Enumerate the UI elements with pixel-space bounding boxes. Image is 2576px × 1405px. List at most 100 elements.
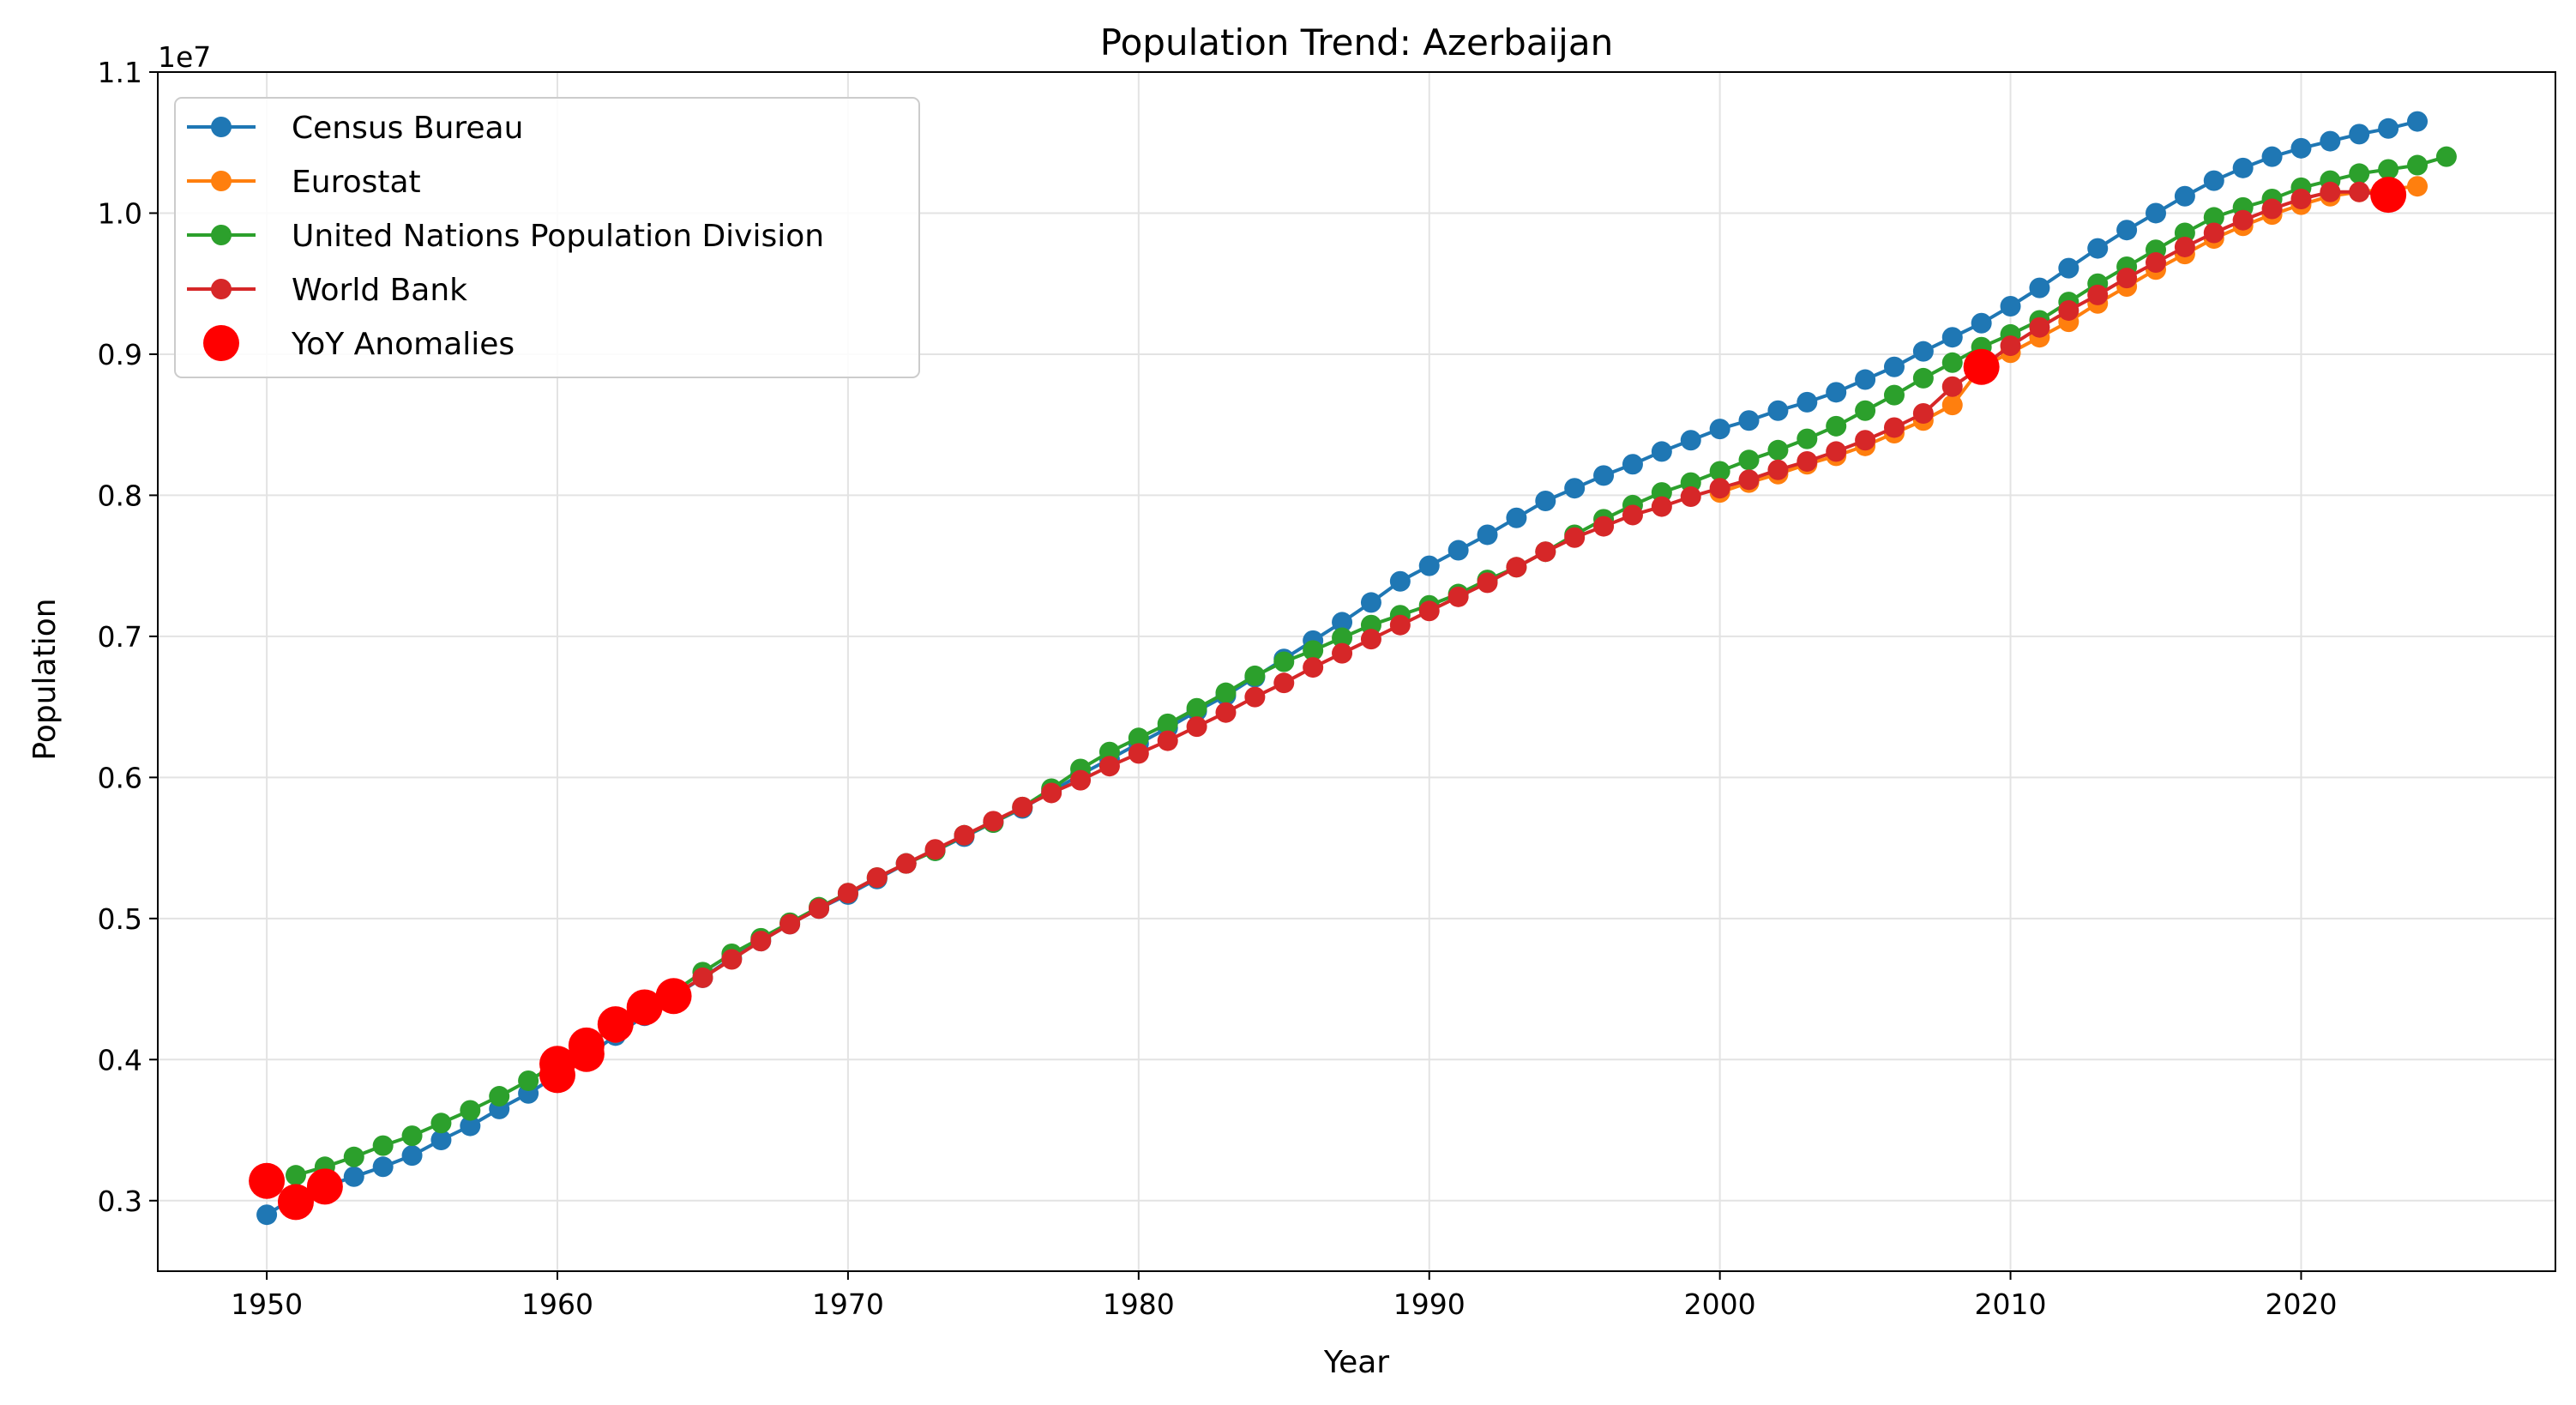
data-point: [2203, 222, 2224, 244]
data-point: [1389, 570, 1411, 592]
data-point: [2378, 159, 2399, 180]
data-point: [1477, 572, 1498, 594]
data-point: [1912, 403, 1934, 425]
data-point: [1244, 686, 1266, 708]
axis-ticks: 1950 1960 1970 1980 1990 2000 2010 2020 0.3 0.4 0.…: [98, 56, 2338, 1321]
data-point: [2087, 238, 2109, 259]
data-point: [2146, 202, 2166, 224]
y-axis-label: Population: [27, 598, 63, 760]
data-point: [1186, 697, 1207, 719]
data-point: [1506, 557, 1527, 578]
y-tick-label: 1.0: [98, 196, 142, 230]
legend-item: World Bank: [187, 273, 467, 308]
data-point: [2029, 277, 2050, 298]
data-point: [895, 853, 917, 874]
data-point: [1273, 672, 1295, 694]
data-point: [924, 839, 946, 860]
data-point: [401, 1145, 423, 1167]
data-point: [1767, 459, 1789, 480]
data-point: [1215, 702, 1237, 723]
x-axis-label: Year: [1323, 1345, 1389, 1380]
data-point: [460, 1100, 481, 1121]
legend-marker: [211, 279, 232, 299]
data-point: [2232, 157, 2254, 178]
legend: Census Bureau Eurostat United Nations Popu…: [174, 97, 920, 378]
data-point: [1360, 629, 1381, 650]
data-point: [1593, 465, 1615, 486]
legend-marker: [211, 171, 232, 191]
data-point: [1215, 682, 1237, 703]
data-point: [1070, 769, 1092, 791]
data-point: [256, 1204, 278, 1226]
data-point: [1360, 614, 1381, 636]
legend-label: World Bank: [292, 273, 467, 308]
data-point: [2203, 207, 2224, 228]
data-point: [1128, 743, 1149, 764]
data-point: [1709, 461, 1730, 482]
data-point: [1418, 555, 1440, 576]
data-point: [1332, 642, 1353, 664]
data-point: [809, 898, 830, 920]
data-point: [1941, 376, 1963, 397]
data-point: [2232, 209, 2254, 231]
data-point: [2000, 335, 2021, 357]
data-point: [1098, 756, 1120, 777]
data-point: [2174, 185, 2195, 207]
data-point: [2407, 111, 2429, 132]
data-point: [1157, 713, 1178, 734]
data-point: [2174, 236, 2195, 257]
data-point: [430, 1130, 452, 1151]
data-point: [1622, 454, 1643, 475]
data-point: [1651, 441, 1672, 462]
x-tick-label: 2010: [1975, 1287, 2047, 1321]
data-point: [1680, 472, 1701, 493]
data-point: [1883, 417, 1905, 438]
data-point: [2290, 189, 2312, 210]
data-point: [750, 931, 772, 952]
plot-frame: [157, 71, 2556, 1272]
data-point: [2435, 146, 2457, 167]
data-point: [1332, 612, 1353, 633]
anomaly-point: [1963, 348, 2000, 385]
data-point: [1535, 490, 1556, 511]
legend-item: Census Bureau: [187, 111, 523, 146]
data-point: [1622, 504, 1643, 526]
data-point: [1797, 428, 1818, 449]
data-point: [1418, 600, 1440, 622]
data-point: [1797, 450, 1818, 472]
legend-label: Census Bureau: [292, 111, 523, 146]
data-point: [2349, 163, 2370, 184]
data-point: [1041, 782, 1062, 804]
legend-label: United Nations Population Division: [292, 219, 824, 254]
data-point: [1855, 369, 1876, 390]
anomaly-point: [277, 1184, 314, 1221]
data-point: [1477, 524, 1498, 546]
data-point: [1128, 727, 1149, 749]
y-tick-label: 0.9: [98, 338, 142, 371]
data-point: [2087, 284, 2109, 305]
data-point: [2261, 198, 2283, 220]
data-point: [2116, 220, 2138, 241]
data-point: [343, 1146, 364, 1167]
data-point: [518, 1070, 539, 1091]
data-point: [2029, 317, 2050, 338]
data-point: [2290, 137, 2312, 159]
y-tick-label: 0.3: [98, 1185, 142, 1218]
anomaly-markers: [249, 177, 2407, 1221]
data-point: [1157, 730, 1178, 751]
data-point: [401, 1125, 423, 1147]
data-point: [1447, 586, 1469, 607]
data-point: [1797, 391, 1818, 413]
data-point: [721, 949, 743, 970]
y-tick-label: 0.6: [98, 761, 142, 794]
data-point: [1912, 341, 1934, 362]
data-point: [1883, 356, 1905, 377]
y-tick-label: 0.4: [98, 1043, 142, 1076]
x-tick-label: 1990: [1393, 1287, 1466, 1321]
data-point: [1912, 367, 1934, 389]
data-point: [1389, 614, 1411, 636]
chart-title: Population Trend: Azerbaijan: [1100, 21, 1613, 63]
data-point: [343, 1166, 364, 1187]
data-point: [1098, 741, 1120, 763]
